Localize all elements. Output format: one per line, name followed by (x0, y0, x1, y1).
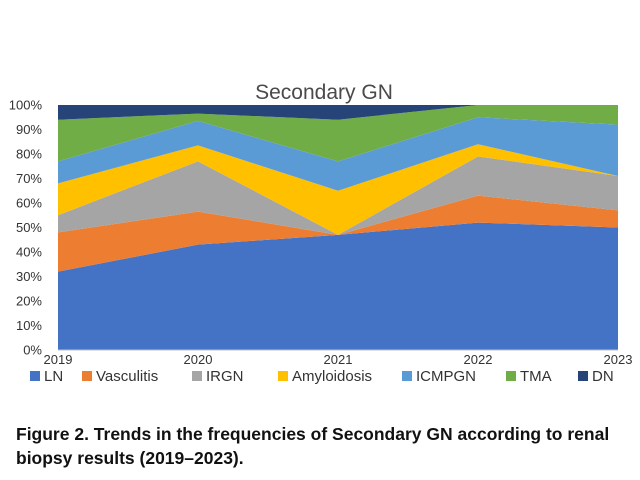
legend-swatch-amyloidosis (278, 371, 288, 381)
legend-label-icmpgn: ICMPGN (416, 368, 476, 385)
legend-label-tma: TMA (520, 368, 552, 385)
legend-swatch-tma (506, 371, 516, 381)
y-tick-label: 40% (16, 245, 42, 260)
y-tick-label: 0% (23, 343, 42, 358)
legend-swatch-ln (30, 371, 40, 381)
x-tick-label: 2019 (44, 352, 73, 367)
y-tick-label: 60% (16, 196, 42, 211)
y-tick-label: 10% (16, 318, 42, 333)
y-tick-label: 50% (16, 220, 42, 235)
y-tick-label: 30% (16, 269, 42, 284)
area-irgn (58, 156, 618, 235)
chart-title: Secondary GN (255, 81, 393, 104)
legend-label-ln: LN (44, 368, 63, 385)
legend-swatch-dn (578, 371, 588, 381)
y-tick-label: 90% (16, 122, 42, 137)
legend-label-irgn: IRGN (206, 368, 244, 385)
y-tick-label: 70% (16, 171, 42, 186)
area-series-group (58, 105, 618, 350)
y-tick-label: 20% (16, 294, 42, 309)
legend-label-vasculitis: Vasculitis (96, 368, 158, 385)
area-amyloidosis (58, 144, 618, 235)
x-tick-label: 2023 (604, 352, 633, 367)
area-ln (58, 222, 618, 350)
x-tick-label: 2021 (324, 352, 353, 367)
x-tick-label: 2022 (464, 352, 493, 367)
legend-swatch-icmpgn (402, 371, 412, 381)
stacked-area-chart: Secondary GN 0% 10% 20% 30% 40% 50% 60% 70% 80% 9… (9, 81, 633, 385)
area-icmpgn (58, 117, 618, 191)
legend-label-amyloidosis: Amyloidosis (292, 368, 372, 385)
legend: LN Vasculitis IRGN Amyloidosis ICMPGN TMA DN (30, 368, 614, 385)
x-axis-ticks: 2019 2020 2021 2022 2023 (44, 352, 633, 367)
y-tick-label: 80% (16, 147, 42, 162)
y-axis-ticks: 0% 10% 20% 30% 40% 50% 60% 70% 80% 90% 100% (9, 98, 43, 358)
legend-label-dn: DN (592, 368, 614, 385)
area-tma (58, 105, 618, 162)
legend-swatch-irgn (192, 371, 202, 381)
area-vasculitis (58, 195, 618, 272)
legend-swatch-vasculitis (82, 371, 92, 381)
y-tick-label: 100% (9, 98, 43, 113)
figure-caption: Figure 2. Trends in the frequencies of S… (16, 424, 610, 468)
area-dn (58, 105, 618, 120)
x-tick-label: 2020 (184, 352, 213, 367)
